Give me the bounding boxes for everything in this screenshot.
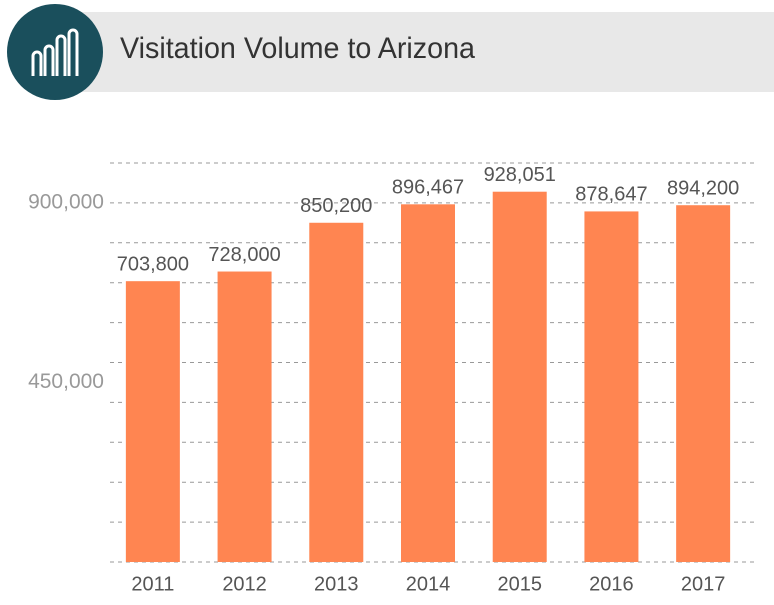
value-label: 728,000 — [208, 244, 280, 266]
value-label: 896,467 — [392, 177, 464, 199]
value-label: 850,200 — [300, 195, 372, 217]
y-tick-label: 450,000 — [28, 370, 104, 393]
y-tick-label: 900,000 — [28, 190, 104, 213]
x-tick-label: 2017 — [681, 573, 726, 595]
icon-bars — [31, 28, 79, 76]
x-tick-label: 2013 — [314, 573, 359, 595]
bar — [676, 205, 731, 562]
bar — [217, 271, 272, 562]
bar — [309, 222, 364, 562]
value-label: 894,200 — [667, 177, 739, 199]
header-bar — [60, 12, 774, 92]
bar — [401, 204, 455, 562]
value-label: 928,051 — [484, 164, 556, 186]
x-tick-label: 2012 — [222, 573, 267, 595]
value-label: 703,800 — [117, 253, 189, 275]
x-tick-label: 2016 — [589, 573, 634, 595]
bar — [492, 191, 547, 563]
bar — [125, 281, 180, 562]
x-tick-label: 2014 — [406, 573, 451, 595]
bar — [584, 211, 639, 562]
value-label: 878,647 — [575, 184, 647, 206]
x-tick-label: 2011 — [131, 573, 174, 595]
x-tick-label: 2015 — [497, 573, 542, 595]
chart-title: Visitation Volume to Arizona — [120, 32, 475, 65]
header-icon — [7, 4, 103, 100]
